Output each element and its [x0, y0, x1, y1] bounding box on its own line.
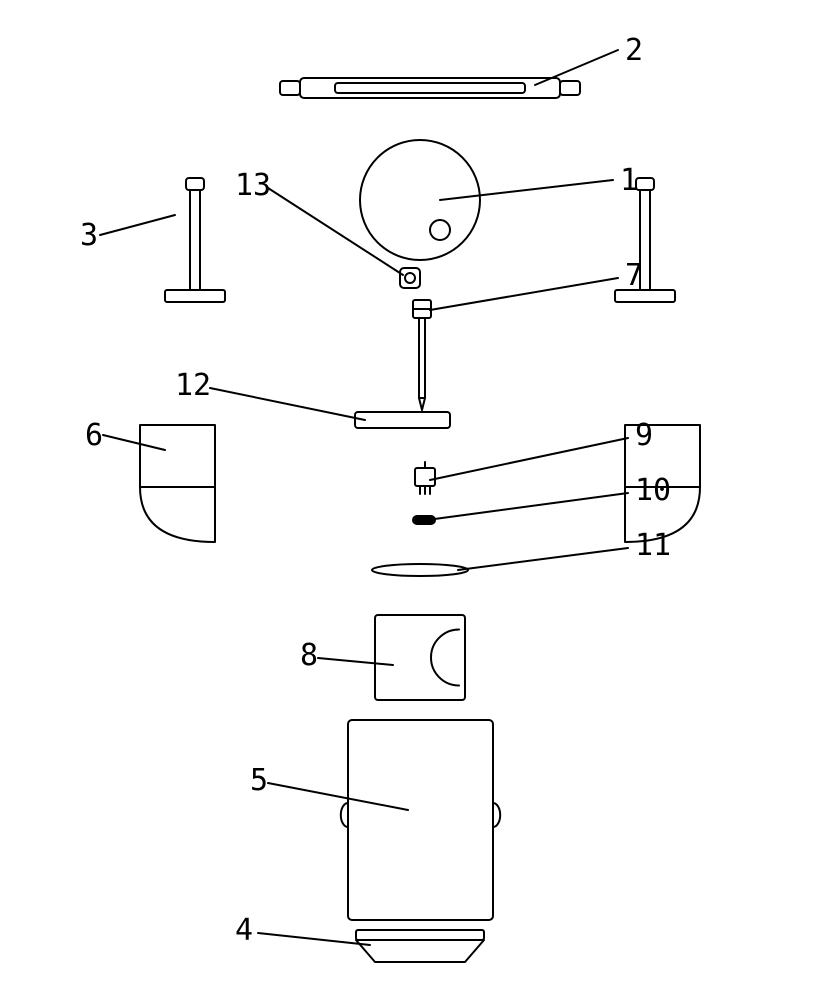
label-l6: 6 [85, 418, 103, 453]
label-l9: 9 [635, 418, 653, 453]
leader-l9 [430, 438, 628, 480]
part-7-tip [419, 398, 425, 410]
label-l10: 10 [635, 473, 671, 508]
leader-l7 [430, 278, 618, 310]
part-2-cap-right [560, 81, 580, 95]
part-1-circle [360, 140, 480, 260]
label-l13: 13 [235, 168, 271, 203]
part-4-top [356, 930, 484, 940]
parts-layer [140, 78, 700, 962]
part-1-inner-hole [430, 220, 450, 240]
leader-layer [100, 50, 628, 945]
label-l11: 11 [635, 528, 671, 563]
label-l5: 5 [250, 763, 268, 798]
part-8-dcut [431, 630, 459, 686]
leader-l2 [535, 50, 618, 85]
part-3-left-shaft [190, 190, 200, 290]
label-l7: 7 [625, 258, 643, 293]
part-13-hole [405, 273, 415, 283]
part-3-right-foot [615, 290, 675, 302]
part-5-body [348, 720, 493, 920]
label-l1: 1 [620, 163, 638, 198]
leader-l3 [100, 215, 175, 235]
leader-l12 [210, 388, 365, 420]
label-l8: 8 [300, 638, 318, 673]
part-6-left-top [140, 425, 215, 487]
part-13-nut [400, 268, 420, 288]
part-9-block [415, 468, 435, 486]
leader-l13 [268, 188, 403, 275]
part-2-bar [300, 78, 560, 98]
leader-l5 [268, 783, 408, 810]
leader-l4 [258, 933, 370, 945]
part-3-left-foot [165, 290, 225, 302]
part-11-disc [372, 564, 468, 576]
leader-l8 [318, 658, 393, 665]
part-8-box [375, 615, 465, 700]
leader-l6 [103, 435, 165, 450]
label-l12: 12 [175, 368, 211, 403]
label-l4: 4 [235, 913, 253, 948]
part-5-bump-left [341, 803, 348, 827]
leader-l11 [458, 548, 628, 570]
label-layer: 12345678910111213 [80, 33, 671, 948]
part-12-plate [355, 412, 450, 428]
label-l2: 2 [625, 33, 643, 68]
leader-l1 [440, 180, 613, 200]
part-2-slot [335, 83, 525, 93]
part-3-right-cap [636, 178, 654, 190]
part-2-cap-left [280, 81, 300, 95]
label-l3: 3 [80, 218, 98, 253]
leader-l10 [427, 493, 628, 520]
part-4-trapezoid [356, 940, 484, 962]
part-7-shaft [419, 318, 425, 398]
part-3-left-cap [186, 178, 204, 190]
part-5-bump-right [493, 803, 500, 827]
part-6-left-arc [140, 487, 215, 542]
diagram-canvas: 12345678910111213 [0, 0, 821, 1000]
